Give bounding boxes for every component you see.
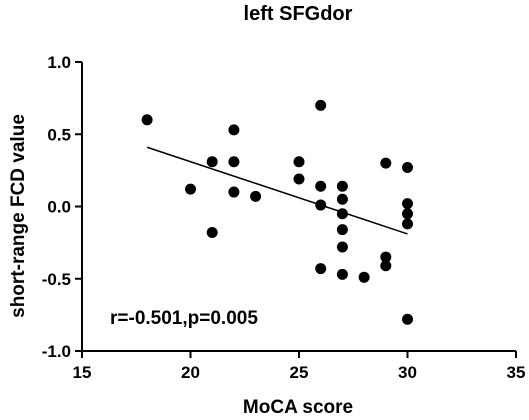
data-point: [315, 263, 327, 275]
data-point: [402, 198, 413, 210]
data-point: [206, 156, 218, 168]
x-tick-label: 35: [507, 363, 526, 382]
data-point: [185, 183, 196, 195]
data-point: [315, 180, 327, 192]
data-point: [206, 227, 218, 239]
y-tick-label: 1.0: [47, 53, 71, 72]
data-point: [402, 313, 413, 325]
y-tick-label: -1.0: [42, 342, 71, 361]
x-axis-label: MoCA score: [243, 397, 353, 418]
data-point: [402, 161, 413, 173]
data-point: [402, 208, 413, 220]
data-point: [358, 271, 370, 283]
data-point: [336, 224, 348, 236]
data-point: [336, 180, 348, 192]
ticks: -1.0 -0.5 0.0 0.5 1.0 15 20 25 30 35: [42, 53, 526, 382]
data-point: [402, 218, 413, 230]
x-tick-label: 30: [398, 363, 417, 382]
data-point: [293, 173, 305, 185]
x-tick-label: 20: [181, 363, 200, 382]
data-point: [336, 241, 348, 253]
data-point: [380, 251, 392, 263]
x-tick-label: 15: [73, 363, 92, 382]
data-point: [228, 156, 240, 168]
data-point: [141, 114, 153, 126]
y-tick-label: -0.5: [42, 270, 71, 289]
data-point: [228, 124, 240, 136]
data-point: [336, 193, 348, 205]
correlation-annotation: r=-0.501,p=0.005: [110, 308, 258, 329]
data-point: [336, 268, 348, 280]
data-point: [228, 186, 240, 198]
y-tick-label: 0.0: [47, 198, 71, 217]
data-point: [380, 260, 392, 272]
data-point: [336, 208, 348, 220]
chart-title: left SFGdor: [244, 3, 353, 25]
data-point: [380, 157, 392, 169]
data-point: [250, 190, 262, 202]
points-group: [141, 99, 413, 325]
y-axis-label: short-range FCD value: [8, 114, 29, 318]
data-point: [293, 156, 305, 168]
fit-line-group: [146, 146, 408, 235]
x-tick-label: 25: [290, 363, 309, 382]
data-point: [315, 199, 327, 211]
data-point: [315, 99, 327, 111]
y-tick-label: 0.5: [47, 125, 71, 144]
regression-line: [146, 146, 408, 235]
